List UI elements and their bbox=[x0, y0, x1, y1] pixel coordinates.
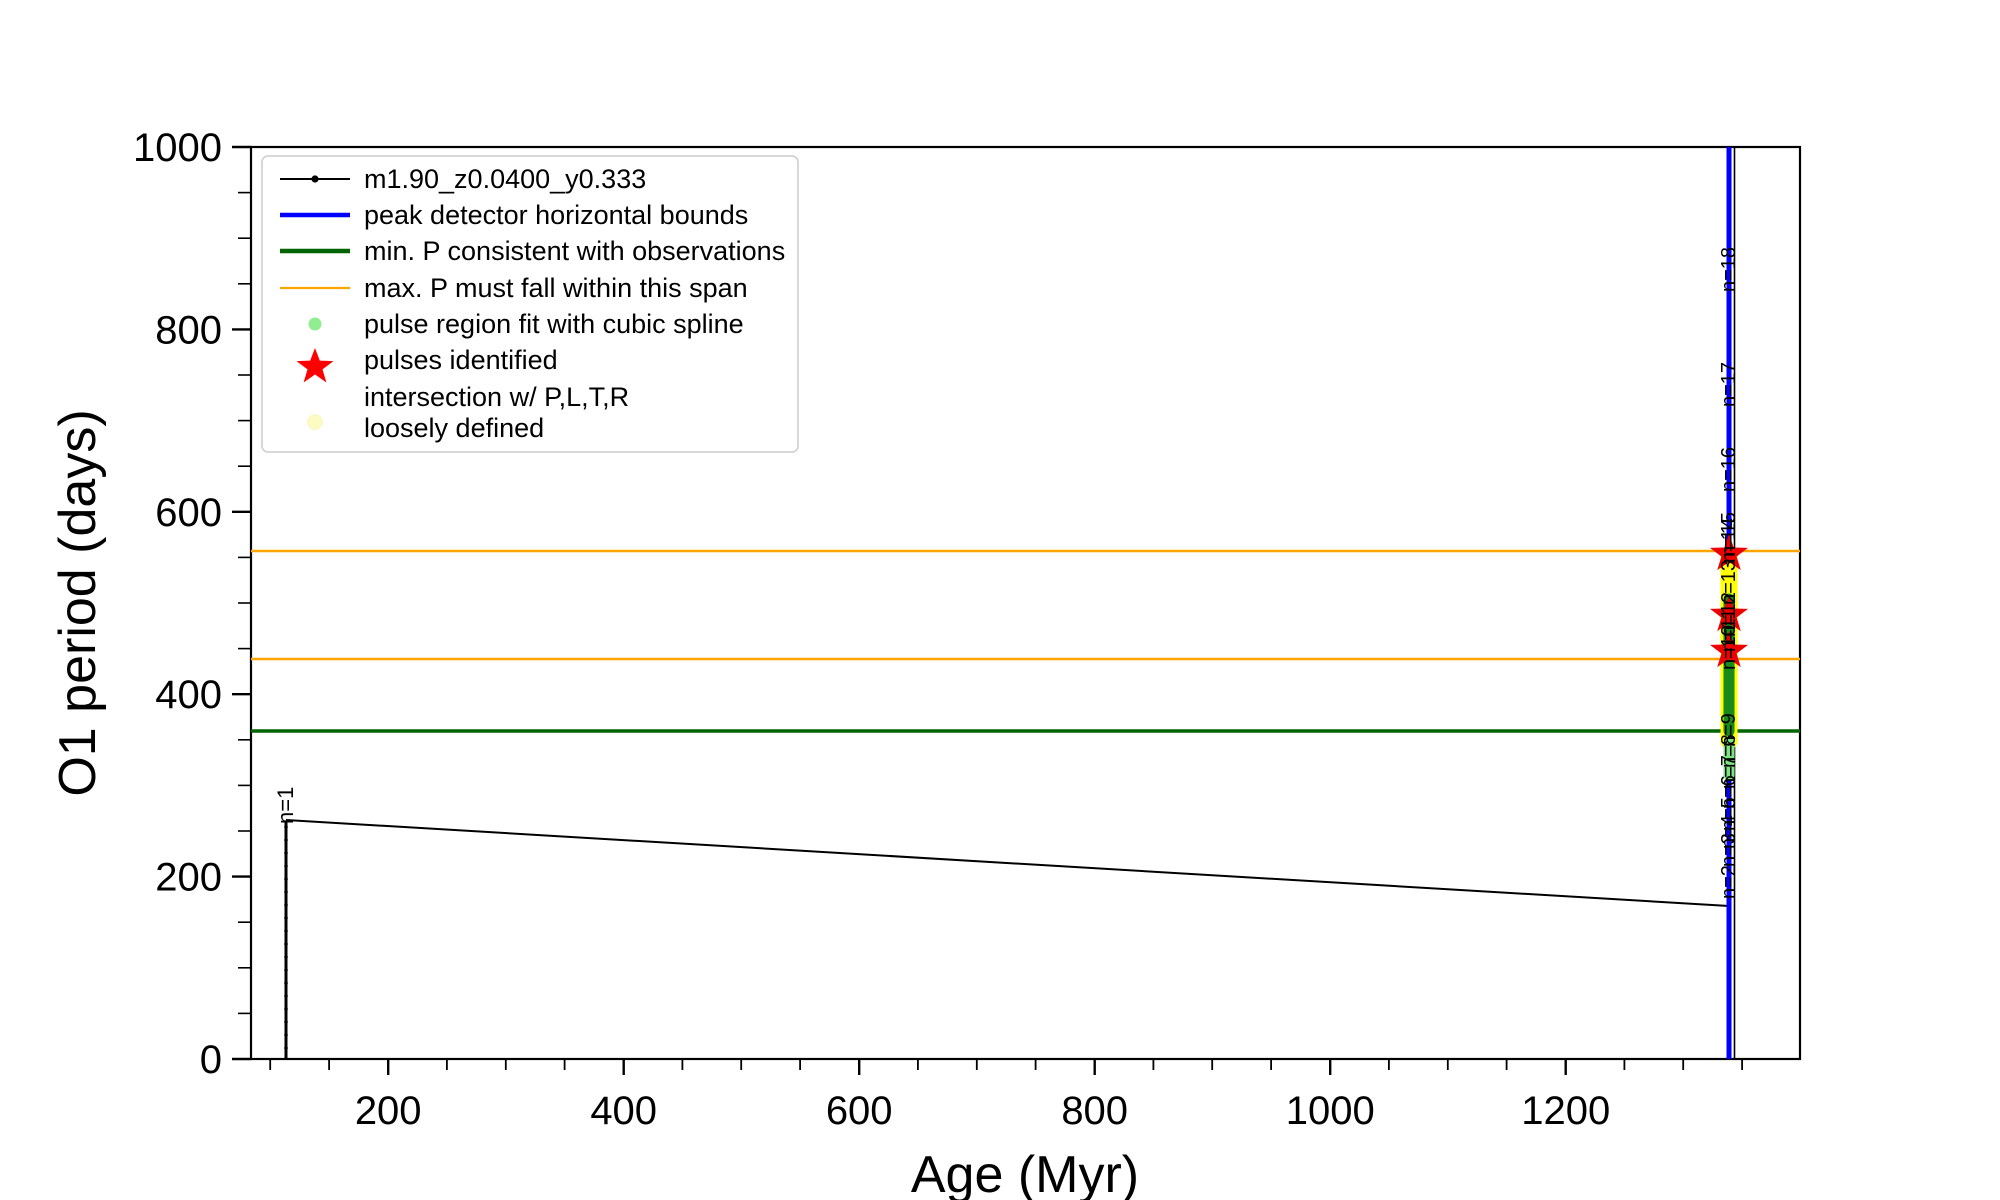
svg-text:200: 200 bbox=[355, 1089, 422, 1133]
svg-text:m1.90_z0.0400_y0.333: m1.90_z0.0400_y0.333 bbox=[364, 164, 646, 194]
svg-text:intersection w/ P,L,T,R: intersection w/ P,L,T,R bbox=[364, 382, 629, 412]
svg-text:n=17: n=17 bbox=[1718, 362, 1740, 407]
svg-text:400: 400 bbox=[155, 673, 222, 717]
svg-text:1000: 1000 bbox=[133, 126, 222, 170]
svg-text:n=9: n=9 bbox=[1718, 713, 1740, 747]
svg-text:n=15: n=15 bbox=[1718, 512, 1740, 557]
svg-text:200: 200 bbox=[155, 856, 222, 900]
svg-text:800: 800 bbox=[1061, 1089, 1128, 1133]
svg-text:0: 0 bbox=[200, 1038, 222, 1082]
svg-text:loosely defined: loosely defined bbox=[364, 413, 544, 443]
svg-text:pulse region fit with cubic sp: pulse region fit with cubic spline bbox=[364, 309, 744, 339]
svg-text:800: 800 bbox=[155, 308, 222, 352]
svg-text:600: 600 bbox=[155, 491, 222, 535]
svg-text:600: 600 bbox=[826, 1089, 893, 1133]
svg-text:1000: 1000 bbox=[1286, 1089, 1375, 1133]
svg-text:400: 400 bbox=[590, 1089, 657, 1133]
svg-text:n=2: n=2 bbox=[1718, 865, 1740, 899]
svg-text:peak detector horizontal bound: peak detector horizontal bounds bbox=[364, 200, 748, 230]
svg-text:pulses identified: pulses identified bbox=[364, 345, 558, 375]
svg-text:Age (Myr): Age (Myr) bbox=[911, 1146, 1139, 1200]
svg-text:min. P consistent with observa: min. P consistent with observations bbox=[364, 236, 785, 266]
svg-text:n=16: n=16 bbox=[1718, 447, 1740, 492]
svg-text:O1 period (days): O1 period (days) bbox=[49, 409, 107, 796]
svg-text:n=18: n=18 bbox=[1718, 247, 1740, 292]
svg-text:max. P must fall within this s: max. P must fall within this span bbox=[364, 273, 748, 303]
svg-text:n=1: n=1 bbox=[273, 787, 298, 824]
svg-text:n=13: n=13 bbox=[1718, 560, 1740, 605]
svg-text:1200: 1200 bbox=[1521, 1089, 1610, 1133]
